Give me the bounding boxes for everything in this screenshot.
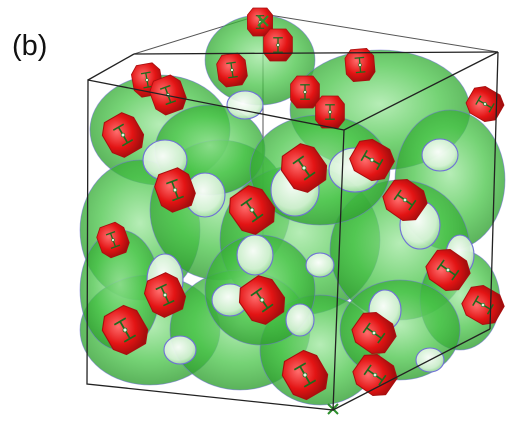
linker-glyph-icon xyxy=(325,104,335,120)
red-cluster-node xyxy=(382,179,428,221)
red-cluster-node xyxy=(349,138,395,182)
linker-glyph-icon xyxy=(292,155,316,181)
red-cluster-node xyxy=(143,272,187,318)
pore-opening xyxy=(421,138,459,172)
red-cluster-node xyxy=(281,349,329,401)
linker-glyph-icon xyxy=(354,56,366,74)
red-cluster-node xyxy=(101,112,145,158)
pore-opening xyxy=(236,234,274,276)
red-cluster-node xyxy=(228,185,276,235)
red-cluster-nodes xyxy=(96,7,505,415)
linker-glyph-icon xyxy=(360,149,384,171)
linker-glyph-icon xyxy=(166,178,184,202)
red-cluster-node xyxy=(216,52,248,88)
corner-marker-icon xyxy=(257,15,269,27)
pore-opening xyxy=(305,252,335,278)
red-cluster-node xyxy=(96,221,130,259)
linker-glyph-icon xyxy=(436,259,460,281)
linker-glyph-icon xyxy=(300,84,310,100)
linker-glyph-icon xyxy=(363,364,387,386)
linker-glyph-icon xyxy=(105,230,121,250)
red-cluster-node xyxy=(263,28,293,62)
linker-glyph-icon xyxy=(393,189,417,211)
red-cluster-node xyxy=(154,167,196,213)
linker-glyph-icon xyxy=(250,287,274,313)
linker-glyph-icon xyxy=(293,362,317,388)
red-cluster-node xyxy=(425,249,471,291)
box-front-edges xyxy=(86,51,499,411)
linker-glyph-icon xyxy=(273,37,283,53)
linker-glyph-icon xyxy=(155,283,175,307)
red-cluster-node xyxy=(351,312,397,354)
linker-glyph-icon xyxy=(113,317,137,343)
linker-glyph-icon xyxy=(240,197,264,223)
red-cluster-node xyxy=(461,284,505,326)
linker-glyph-icon xyxy=(475,95,495,113)
panel-label: (b) xyxy=(12,30,48,62)
red-cluster-node xyxy=(315,95,345,129)
red-cluster-node xyxy=(465,86,505,122)
red-cluster-node xyxy=(352,354,398,396)
linker-glyph-icon xyxy=(226,61,238,79)
red-cluster-node xyxy=(101,304,149,356)
red-cluster-node xyxy=(238,275,286,325)
linker-glyph-icon xyxy=(362,322,386,344)
red-cluster-node xyxy=(280,143,328,193)
pore-opening xyxy=(285,303,315,337)
pore-opening xyxy=(226,90,264,120)
pore-opening xyxy=(163,335,197,365)
red-cluster-node xyxy=(290,75,320,109)
red-cluster-node xyxy=(344,47,376,83)
linker-glyph-icon xyxy=(112,123,134,147)
